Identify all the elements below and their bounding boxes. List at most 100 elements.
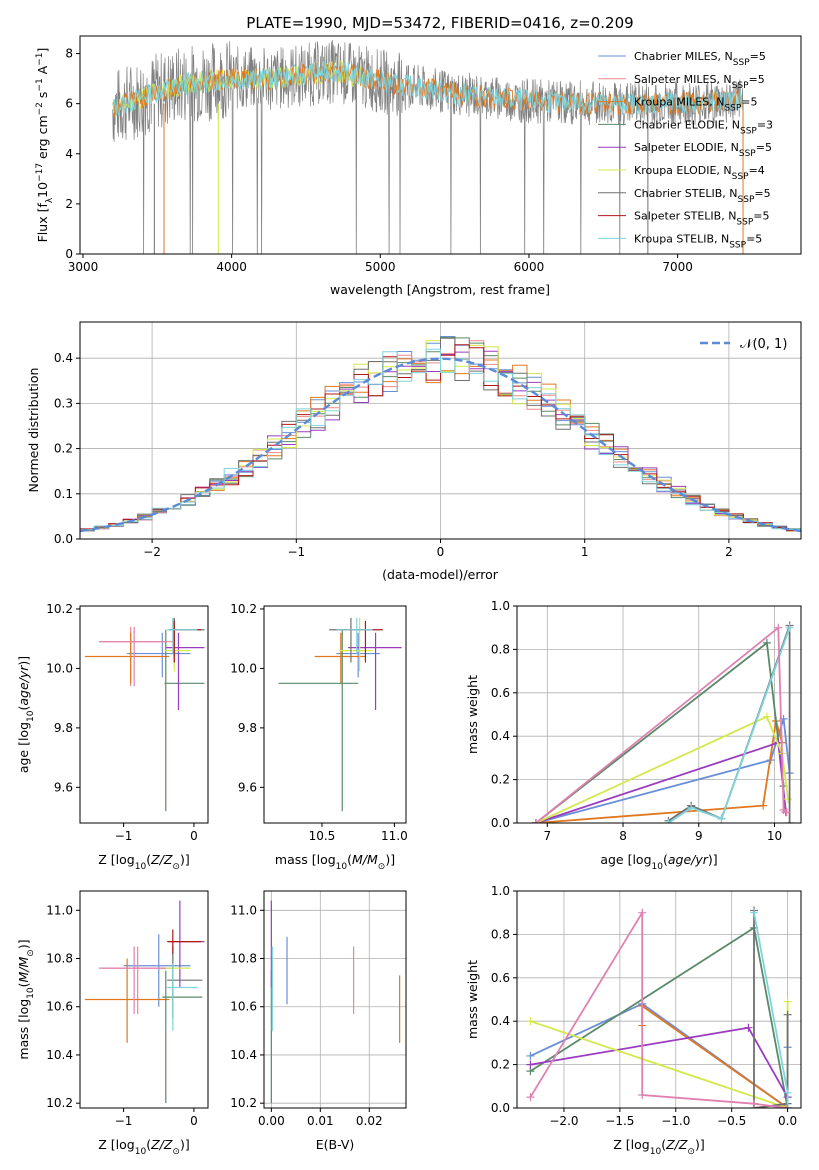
y-tick-label: 10.2 bbox=[230, 1096, 257, 1110]
x-tick-label: 10.5 bbox=[309, 829, 336, 843]
age-vs-mass-plot-area bbox=[278, 617, 402, 812]
x-tick-label: 5000 bbox=[365, 260, 396, 274]
y-tick-label: 0.2 bbox=[491, 773, 510, 787]
plus-marker bbox=[759, 801, 768, 810]
x-tick-label: 7000 bbox=[662, 260, 693, 274]
x-tick-label: −1 bbox=[115, 1114, 133, 1128]
x-tick-label: 4000 bbox=[216, 260, 247, 274]
axis-frame bbox=[79, 321, 802, 540]
plus-marker bbox=[750, 1099, 759, 1108]
y-tick-label: 11.0 bbox=[46, 903, 73, 917]
x-tick-label: 0 bbox=[190, 1114, 198, 1128]
x-axis-label: Z [log10(Z/Z⊙)] bbox=[613, 1137, 704, 1157]
x-tick-label: 3000 bbox=[68, 260, 99, 274]
residuals-axes: −2 −1 0 1 2 0.0 0.1 0.2 0.3 0.4 𝒩(0, 1) (data-model… bbox=[26, 321, 802, 582]
x-axis-label: wavelength [Angstrom, rest frame] bbox=[330, 282, 550, 297]
model-spectrum-line bbox=[112, 61, 743, 117]
plus-marker bbox=[784, 795, 793, 804]
weight-vs-age-axes: 7 8 9 10 0.0 0.2 0.4 0.6 0.8 1.0 age [log10(age/yr… bbox=[465, 599, 802, 872]
plus-marker bbox=[526, 1017, 535, 1026]
weight-series-line bbox=[535, 715, 789, 823]
y-tick-label: 0.4 bbox=[54, 351, 73, 365]
y-tick-label: 9.8 bbox=[54, 721, 73, 735]
y-tick-label: 0.3 bbox=[54, 396, 73, 410]
mass-vs-ebv-plot-area bbox=[264, 891, 406, 1108]
axis-frame bbox=[263, 890, 407, 1109]
plus-marker bbox=[687, 803, 696, 812]
y-tick-label: 0.0 bbox=[54, 532, 73, 546]
y-tick-label: 0.0 bbox=[491, 1101, 510, 1115]
x-tick-label: −1 bbox=[115, 829, 133, 843]
x-tick-label: 0.0 bbox=[778, 1114, 797, 1128]
legend-label: Salpeter ELODIE, NSSP=5 bbox=[634, 141, 772, 159]
plus-marker bbox=[664, 819, 673, 823]
plus-marker bbox=[526, 1093, 535, 1102]
figure-title: PLATE=1990, MJD=53472, FIBERID=0416, z=0… bbox=[246, 14, 633, 32]
x-tick-label: 8 bbox=[619, 829, 627, 843]
weight-vs-Z-axes: −2.0 −1.5 −1.0 −0.5 0.0 0.0 0.2 0.4 0.6 0.8 1.0 Z [… bbox=[465, 884, 802, 1157]
mass-vs-ebv-axes: 0.00 0.01 0.02 10.2 10.4 10.6 10.8 11.0 E(B-V) bbox=[230, 890, 407, 1152]
weight-series-line bbox=[667, 625, 791, 823]
y-tick-label: 10.0 bbox=[230, 661, 257, 675]
x-tick-label: 7 bbox=[543, 829, 551, 843]
y-tick-label: 2 bbox=[65, 197, 73, 211]
plus-marker bbox=[774, 623, 783, 632]
axis-frame bbox=[79, 35, 802, 255]
axis-frame bbox=[263, 605, 407, 824]
y-tick-label: 0.4 bbox=[491, 729, 510, 743]
weight-series-line bbox=[667, 627, 791, 823]
spectrum-plot-area bbox=[112, 40, 744, 254]
y-tick-label: 0.2 bbox=[54, 442, 73, 456]
y-tick-label: 8 bbox=[65, 47, 73, 61]
histogram-step bbox=[80, 348, 801, 531]
plus-marker bbox=[762, 712, 771, 721]
weight-series-line bbox=[535, 720, 783, 823]
legend-label: Kroupa MILES, NSSP=5 bbox=[634, 96, 758, 114]
mass-vs-Z-plot-area bbox=[84, 900, 205, 1104]
weight-vs-age-plot-area bbox=[517, 606, 801, 823]
y-tick-label: 10.6 bbox=[230, 1000, 257, 1014]
plus-marker bbox=[638, 1090, 647, 1099]
x-tick-label: 0 bbox=[437, 545, 445, 559]
x-tick-label: −1.5 bbox=[605, 1114, 634, 1128]
legend-label: Chabrier STELIB, NSSP=5 bbox=[634, 187, 771, 205]
age-vs-Z-axes: −1 0 9.6 9.8 10.0 10.2 Z [log10(Z/Z⊙)] age [log… bbox=[16, 602, 209, 872]
x-axis-label: age [log10(age/yr)] bbox=[600, 852, 717, 872]
x-tick-label: 10 bbox=[767, 829, 782, 843]
x-tick-label: 0.00 bbox=[258, 1114, 285, 1128]
y-tick-label: 10.2 bbox=[230, 602, 257, 616]
y-tick-label: 10.8 bbox=[230, 952, 257, 966]
plus-marker bbox=[531, 819, 540, 823]
x-axis-label: Z [log10(Z/Z⊙)] bbox=[98, 852, 189, 872]
x-tick-label: −1.0 bbox=[661, 1114, 690, 1128]
plus-marker bbox=[638, 908, 647, 917]
spectrum-axes: 3000 4000 5000 6000 7000 0 2 4 6 8 wavelength [Ang… bbox=[35, 35, 802, 297]
axis-frame bbox=[79, 605, 209, 824]
weight-series-line bbox=[530, 1002, 789, 1108]
y-tick-label: 10.6 bbox=[46, 1000, 73, 1014]
y-tick-label: 9.6 bbox=[238, 780, 257, 794]
legend-label: 𝒩(0, 1) bbox=[740, 337, 787, 352]
y-tick-label: 0.4 bbox=[491, 1014, 510, 1028]
y-tick-label: 1.0 bbox=[491, 599, 510, 613]
y-tick-label: 0.1 bbox=[54, 487, 73, 501]
legend-label: Salpeter STELIB, NSSP=5 bbox=[634, 210, 770, 228]
weight-vs-Z-plot-area bbox=[517, 891, 801, 1108]
legend-label: Salpeter MILES, NSSP=5 bbox=[634, 73, 765, 91]
weight-series-line bbox=[535, 741, 787, 823]
x-axis-label: mass [log10(M/M⊙)] bbox=[275, 852, 395, 872]
x-tick-label: 6000 bbox=[514, 260, 545, 274]
axis-frame bbox=[79, 890, 209, 1109]
y-tick-label: 0.0 bbox=[491, 816, 510, 830]
weight-series-line bbox=[535, 625, 788, 823]
legend-label: Kroupa STELIB, NSSP=5 bbox=[634, 232, 762, 250]
legend-label: Kroupa ELODIE, NSSP=4 bbox=[634, 164, 765, 182]
x-tick-label: 0.01 bbox=[307, 1114, 334, 1128]
y-tick-label: 0.8 bbox=[491, 927, 510, 941]
x-tick-label: −2 bbox=[143, 545, 161, 559]
x-tick-label: 9 bbox=[695, 829, 703, 843]
x-tick-label: −2.0 bbox=[549, 1114, 578, 1128]
y-tick-label: 10.8 bbox=[46, 952, 73, 966]
x-tick-label: 0.02 bbox=[356, 1114, 383, 1128]
